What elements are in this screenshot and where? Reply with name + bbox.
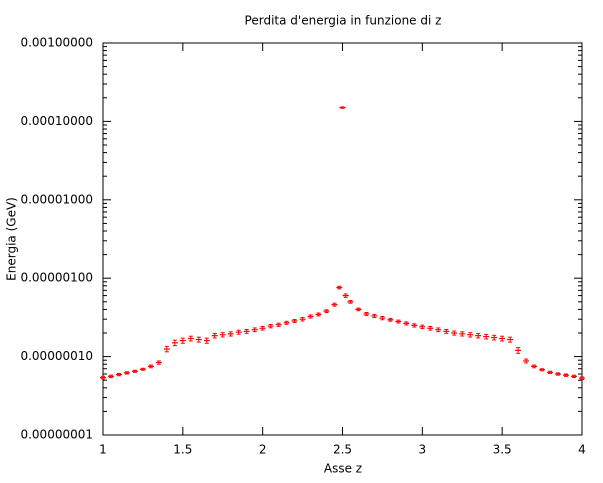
x-tick-label: 2 bbox=[259, 443, 267, 457]
y-tick-label: 0.00000001 bbox=[20, 428, 93, 442]
y-tick-label: 0.00100000 bbox=[20, 36, 93, 50]
chart-title: Perdita d'energia in funzione di z bbox=[245, 14, 442, 28]
x-tick-label: 2.5 bbox=[333, 443, 352, 457]
y-tick-label: 0.00001000 bbox=[20, 192, 93, 206]
y-tick-label: 0.00000010 bbox=[20, 349, 93, 363]
y-tick-label: 0.00010000 bbox=[20, 114, 93, 128]
x-tick-label: 4 bbox=[578, 443, 586, 457]
x-tick-label: 1.5 bbox=[173, 443, 192, 457]
plot-frame bbox=[102, 42, 583, 436]
y-tick-label: 0.00000100 bbox=[20, 271, 93, 285]
x-tick-label: 3.5 bbox=[493, 443, 512, 457]
y-axis-label: Energia (GeV) bbox=[5, 197, 19, 281]
x-tick-label: 3 bbox=[419, 443, 427, 457]
x-tick-label: 1 bbox=[99, 443, 107, 457]
x-axis-label: Asse z bbox=[324, 462, 362, 476]
